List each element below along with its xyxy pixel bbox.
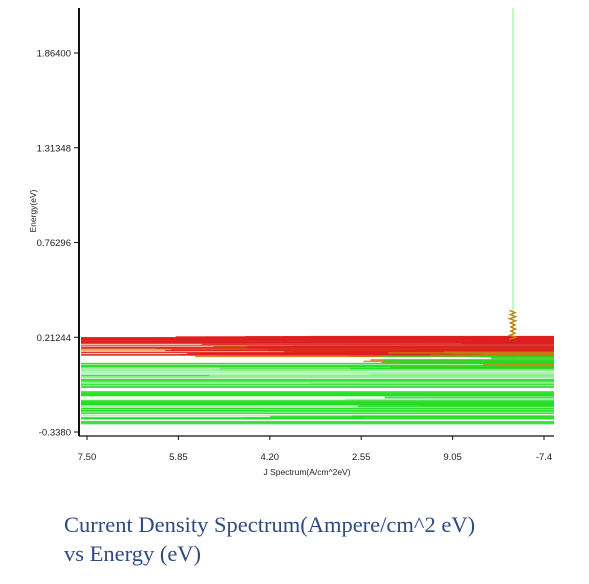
caption-line-2: vs Energy (eV) [64,541,202,566]
x-axis-ticks: 7.50 5.85 4.20 2.55 9.05 -7.4 [78,436,552,463]
chart-svg: 1.86400 1.31348 0.76296 0.21244 -0.3380 7.50… [28,8,554,477]
x-tick-label: 7.50 [78,452,97,463]
y-tick-label: -0.3380 [39,428,71,439]
x-tick-label: 2.55 [352,452,371,463]
y-tick-label: 0.76296 [37,238,71,249]
x-tick-label: 5.85 [169,452,188,463]
y-tick-label: 1.86400 [37,49,71,60]
y-axis-title: Energy(eV) [28,189,38,232]
y-tick-label: 1.31348 [37,143,71,154]
chart-marks [81,8,554,425]
y-axis-ticks: 1.86400 1.31348 0.76296 0.21244 -0.3380 [37,49,79,439]
y-tick-label: 0.21244 [37,333,71,344]
chart-figure: 1.86400 1.31348 0.76296 0.21244 -0.3380 7.50… [28,8,554,477]
x-tick-label: 9.05 [443,452,462,463]
x-tick-label: 4.20 [261,452,280,463]
x-tick-label: -7.4 [536,452,552,463]
figure-caption: Current Density Spectrum(Ampere/cm^2 eV)… [64,510,584,568]
x-axis-title: J Spectrum(A/cm^2eV) [263,467,350,477]
caption-line-1: Current Density Spectrum(Ampere/cm^2 eV) [64,512,476,537]
spectrum-squiggle [507,309,519,341]
